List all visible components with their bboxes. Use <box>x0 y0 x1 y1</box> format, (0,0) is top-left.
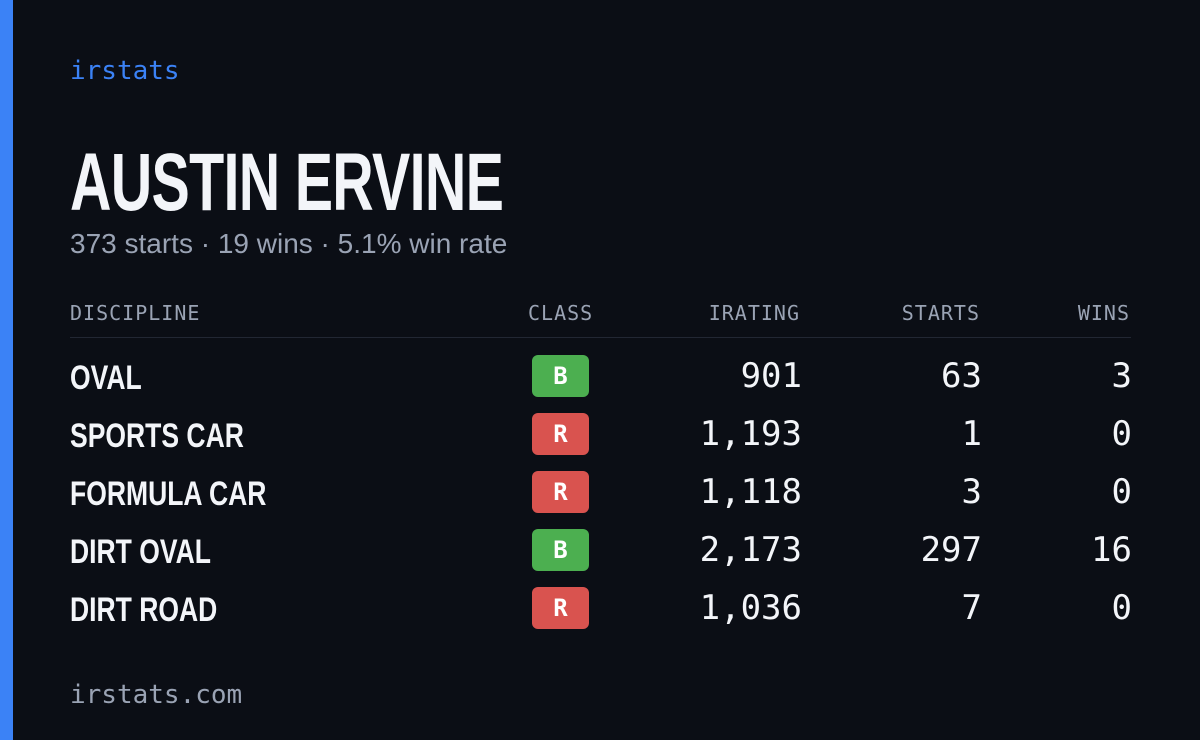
wins: 16 <box>1091 530 1132 570</box>
class-badge: R <box>532 587 589 629</box>
starts: 7 <box>961 588 982 628</box>
discipline: OVAL <box>70 359 142 397</box>
irating: 1,193 <box>699 414 802 454</box>
header-rule <box>70 337 1131 338</box>
class-badge: R <box>532 471 589 513</box>
irating: 1,036 <box>699 588 802 628</box>
class-badge: B <box>532 529 589 571</box>
starts: 3 <box>961 472 982 512</box>
starts: 297 <box>920 530 982 570</box>
driver-summary: 373 starts · 19 wins · 5.1% win rate <box>70 228 508 259</box>
irating: 2,173 <box>699 530 802 570</box>
column-header: CLASS <box>528 301 594 325</box>
wins: 3 <box>1111 356 1132 396</box>
wins: 0 <box>1111 588 1132 628</box>
class-badge: R <box>532 413 589 455</box>
class-badge: B <box>532 355 589 397</box>
column-header: STARTS <box>901 301 980 325</box>
column-header: DISCIPLINE <box>70 301 201 325</box>
irating: 1,118 <box>699 472 802 512</box>
wins: 0 <box>1111 414 1132 454</box>
wins: 0 <box>1111 472 1132 512</box>
irating: 901 <box>740 356 802 396</box>
accent-bar <box>0 0 13 740</box>
discipline: DIRT ROAD <box>70 591 218 629</box>
discipline: DIRT OVAL <box>70 533 211 571</box>
discipline: SPORTS CAR <box>70 417 244 455</box>
brand: irstats <box>70 56 180 86</box>
starts: 1 <box>961 414 982 454</box>
driver-name: AUSTIN ERVINE <box>70 137 504 228</box>
discipline: FORMULA CAR <box>70 475 267 513</box>
column-header: WINS <box>1077 301 1130 325</box>
column-header: IRATING <box>708 301 800 325</box>
footer: irstats.com <box>70 680 243 710</box>
starts: 63 <box>941 356 982 396</box>
